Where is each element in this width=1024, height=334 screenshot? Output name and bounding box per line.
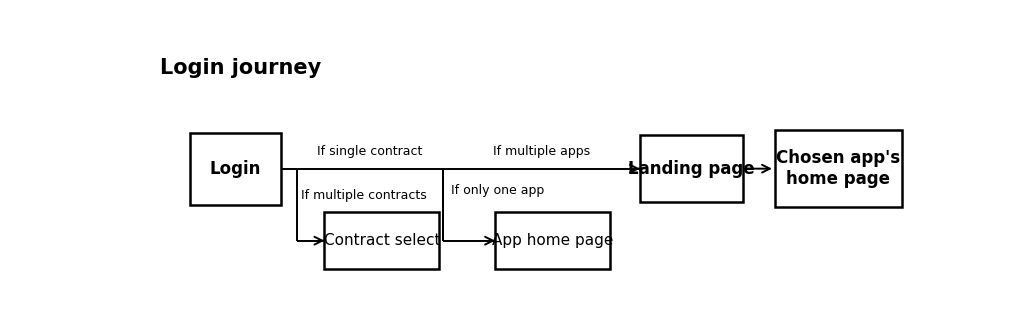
Text: Login: Login — [210, 160, 261, 178]
Text: Landing page: Landing page — [628, 160, 755, 178]
FancyBboxPatch shape — [189, 133, 281, 205]
FancyBboxPatch shape — [325, 212, 439, 269]
Text: If multiple contracts: If multiple contracts — [301, 189, 426, 202]
Text: If single contract: If single contract — [317, 145, 423, 158]
FancyBboxPatch shape — [495, 212, 610, 269]
Text: Chosen app's
home page: Chosen app's home page — [776, 149, 900, 188]
Text: If multiple apps: If multiple apps — [494, 145, 590, 158]
Text: Login journey: Login journey — [160, 58, 321, 78]
FancyBboxPatch shape — [640, 135, 743, 202]
Text: If only one app: If only one app — [452, 184, 545, 197]
Text: App home page: App home page — [492, 233, 613, 248]
Text: Contract select: Contract select — [324, 233, 440, 248]
FancyBboxPatch shape — [775, 130, 902, 207]
